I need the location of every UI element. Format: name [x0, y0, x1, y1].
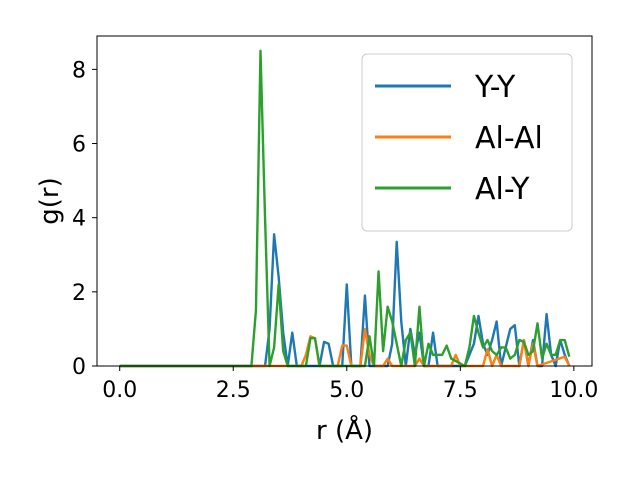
x-tick-label: 10.0 — [549, 378, 598, 403]
x-tick-label: 7.5 — [443, 378, 478, 403]
legend-label-al-y: Al-Y — [475, 172, 530, 207]
x-tick-label: 0.0 — [102, 378, 137, 403]
y-axis-label: g(r) — [35, 177, 65, 224]
y-tick-label: 4 — [72, 207, 86, 232]
y-tick-label: 2 — [72, 281, 86, 306]
y-tick-label: 6 — [72, 133, 86, 158]
y-tick-label: 8 — [72, 58, 86, 83]
legend-label-y-y: Y-Y — [474, 70, 516, 105]
y-tick-label: 0 — [72, 355, 86, 380]
x-tick-label: 2.5 — [216, 378, 251, 403]
x-ticks: 0.0 2.5 5.0 7.5 10.0 — [102, 366, 598, 403]
x-axis-label: r (Å) — [316, 414, 373, 446]
plot-frame — [96, 35, 593, 367]
legend: Y-Y Al-Al Al-Y — [361, 53, 573, 232]
legend-label-al-al: Al-Al — [475, 121, 543, 156]
y-ticks: 0 2 4 6 8 — [72, 58, 97, 380]
x-tick-label: 5.0 — [329, 378, 364, 403]
axes-layer — [96, 35, 593, 367]
